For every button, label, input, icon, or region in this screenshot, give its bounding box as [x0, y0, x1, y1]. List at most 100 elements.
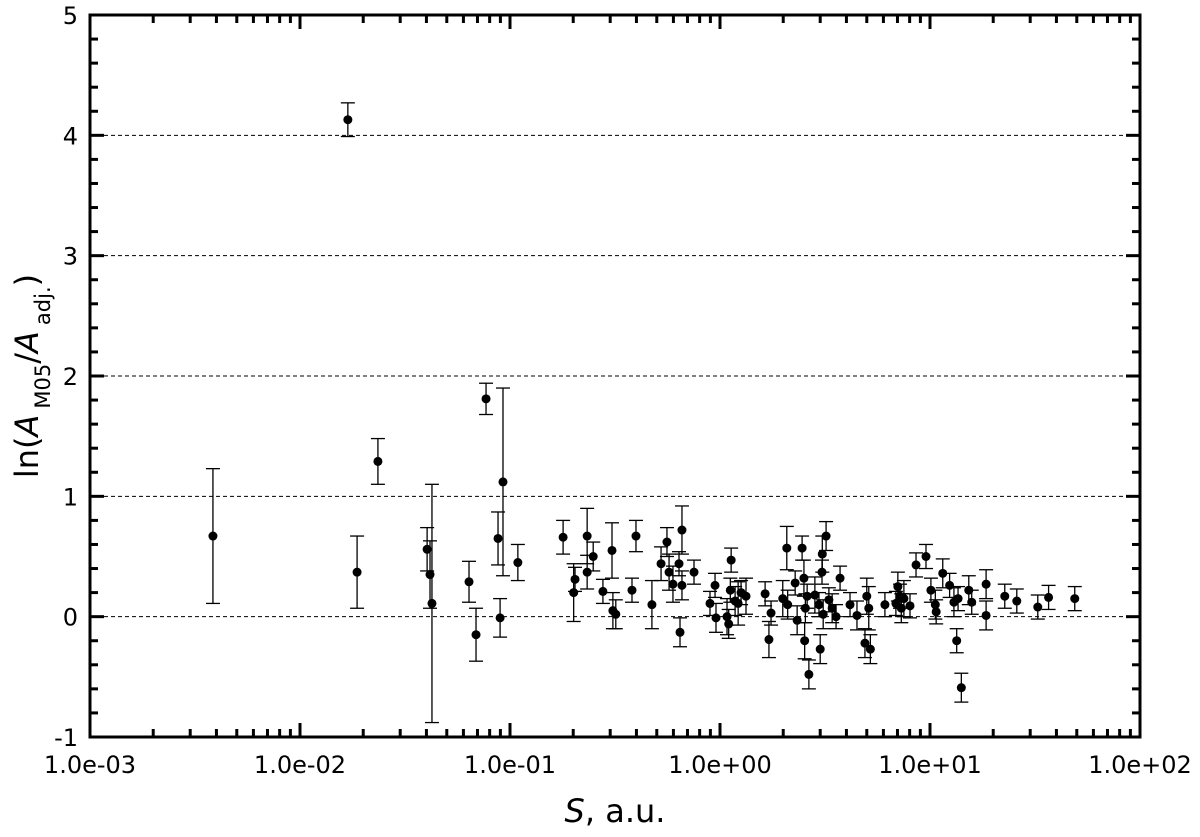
point: [627, 585, 637, 595]
point: [845, 600, 855, 610]
plot-frame: [88, 13, 1142, 739]
x-tick-label: 1.0e+01: [878, 751, 982, 779]
point: [1044, 592, 1054, 602]
point: [582, 567, 592, 577]
point: [1070, 594, 1080, 604]
y-tick-label: 4: [63, 122, 78, 150]
y-tick-label: 0: [63, 604, 78, 632]
point: [800, 636, 810, 646]
x-tick-label: 1.0e+00: [668, 751, 772, 779]
point: [741, 591, 751, 601]
point: [865, 644, 875, 654]
y-label-part: A: [8, 415, 46, 439]
y-tick-label: 2: [63, 363, 78, 391]
point: [817, 549, 827, 559]
point: [352, 567, 362, 577]
point: [711, 613, 721, 623]
point: [921, 552, 931, 561]
point: [425, 570, 435, 580]
point: [802, 591, 812, 601]
y-label-part: /: [8, 353, 46, 364]
point: [764, 635, 774, 645]
point: [810, 590, 820, 600]
point: [668, 579, 678, 589]
y-label-part: ): [8, 274, 46, 286]
point: [675, 627, 685, 637]
point: [464, 577, 474, 587]
point: [862, 591, 872, 601]
point: [778, 594, 788, 604]
point: [710, 580, 720, 590]
y-label-part: M05: [31, 364, 55, 409]
y-axis-label: ln(AM05/Aadj.): [8, 274, 55, 478]
point: [598, 586, 608, 596]
point: [814, 600, 824, 610]
point: [799, 573, 809, 583]
point: [582, 531, 592, 541]
point: [911, 560, 921, 570]
point: [815, 644, 825, 654]
point: [852, 610, 862, 620]
point: [343, 115, 353, 125]
point: [1033, 602, 1043, 612]
point: [513, 558, 523, 568]
point: [677, 525, 687, 535]
x-tick-label: 1.0e-02: [254, 751, 346, 779]
point: [792, 615, 802, 625]
point: [930, 600, 940, 610]
point: [662, 537, 672, 547]
point: [893, 582, 903, 592]
point: [818, 609, 828, 619]
point: [724, 619, 734, 629]
y-tick-label: 3: [63, 243, 78, 271]
point: [766, 608, 776, 618]
point: [831, 612, 841, 622]
y-label-part: adj.: [31, 286, 55, 325]
point: [656, 559, 666, 569]
x-label-part: S: [565, 792, 585, 830]
point: [493, 533, 503, 543]
point: [558, 532, 568, 542]
point: [647, 600, 657, 610]
point: [945, 580, 955, 590]
point: [607, 545, 617, 555]
y-label-part: ln(: [8, 436, 46, 478]
point: [905, 601, 915, 611]
x-axis-label: S, a.u.: [565, 792, 666, 830]
y-tick-label: 1: [63, 483, 78, 511]
point: [782, 543, 792, 553]
x-tick-label: 1.0e+02: [1088, 751, 1192, 779]
point: [726, 555, 736, 565]
point: [860, 638, 870, 648]
point: [827, 603, 837, 613]
point: [427, 598, 437, 608]
point: [498, 477, 508, 487]
point: [733, 598, 743, 608]
point: [981, 579, 991, 589]
point: [824, 595, 834, 605]
point: [631, 531, 641, 541]
x-tick-label: 1.0e-01: [464, 751, 556, 779]
y-tick-label: -1: [54, 724, 78, 752]
point: [495, 613, 505, 623]
point: [611, 609, 621, 619]
point: [373, 456, 383, 466]
point: [952, 636, 962, 646]
point: [471, 630, 481, 640]
point: [760, 589, 770, 599]
point: [967, 597, 977, 607]
point: [953, 594, 963, 604]
point: [783, 600, 793, 610]
point: [208, 531, 218, 541]
point: [797, 543, 807, 553]
point: [835, 573, 845, 583]
point: [664, 567, 674, 577]
point: [956, 683, 966, 693]
point: [570, 574, 580, 584]
point: [481, 394, 491, 404]
point: [804, 669, 814, 679]
point: [674, 559, 684, 569]
y-tick-label: 5: [63, 2, 78, 30]
